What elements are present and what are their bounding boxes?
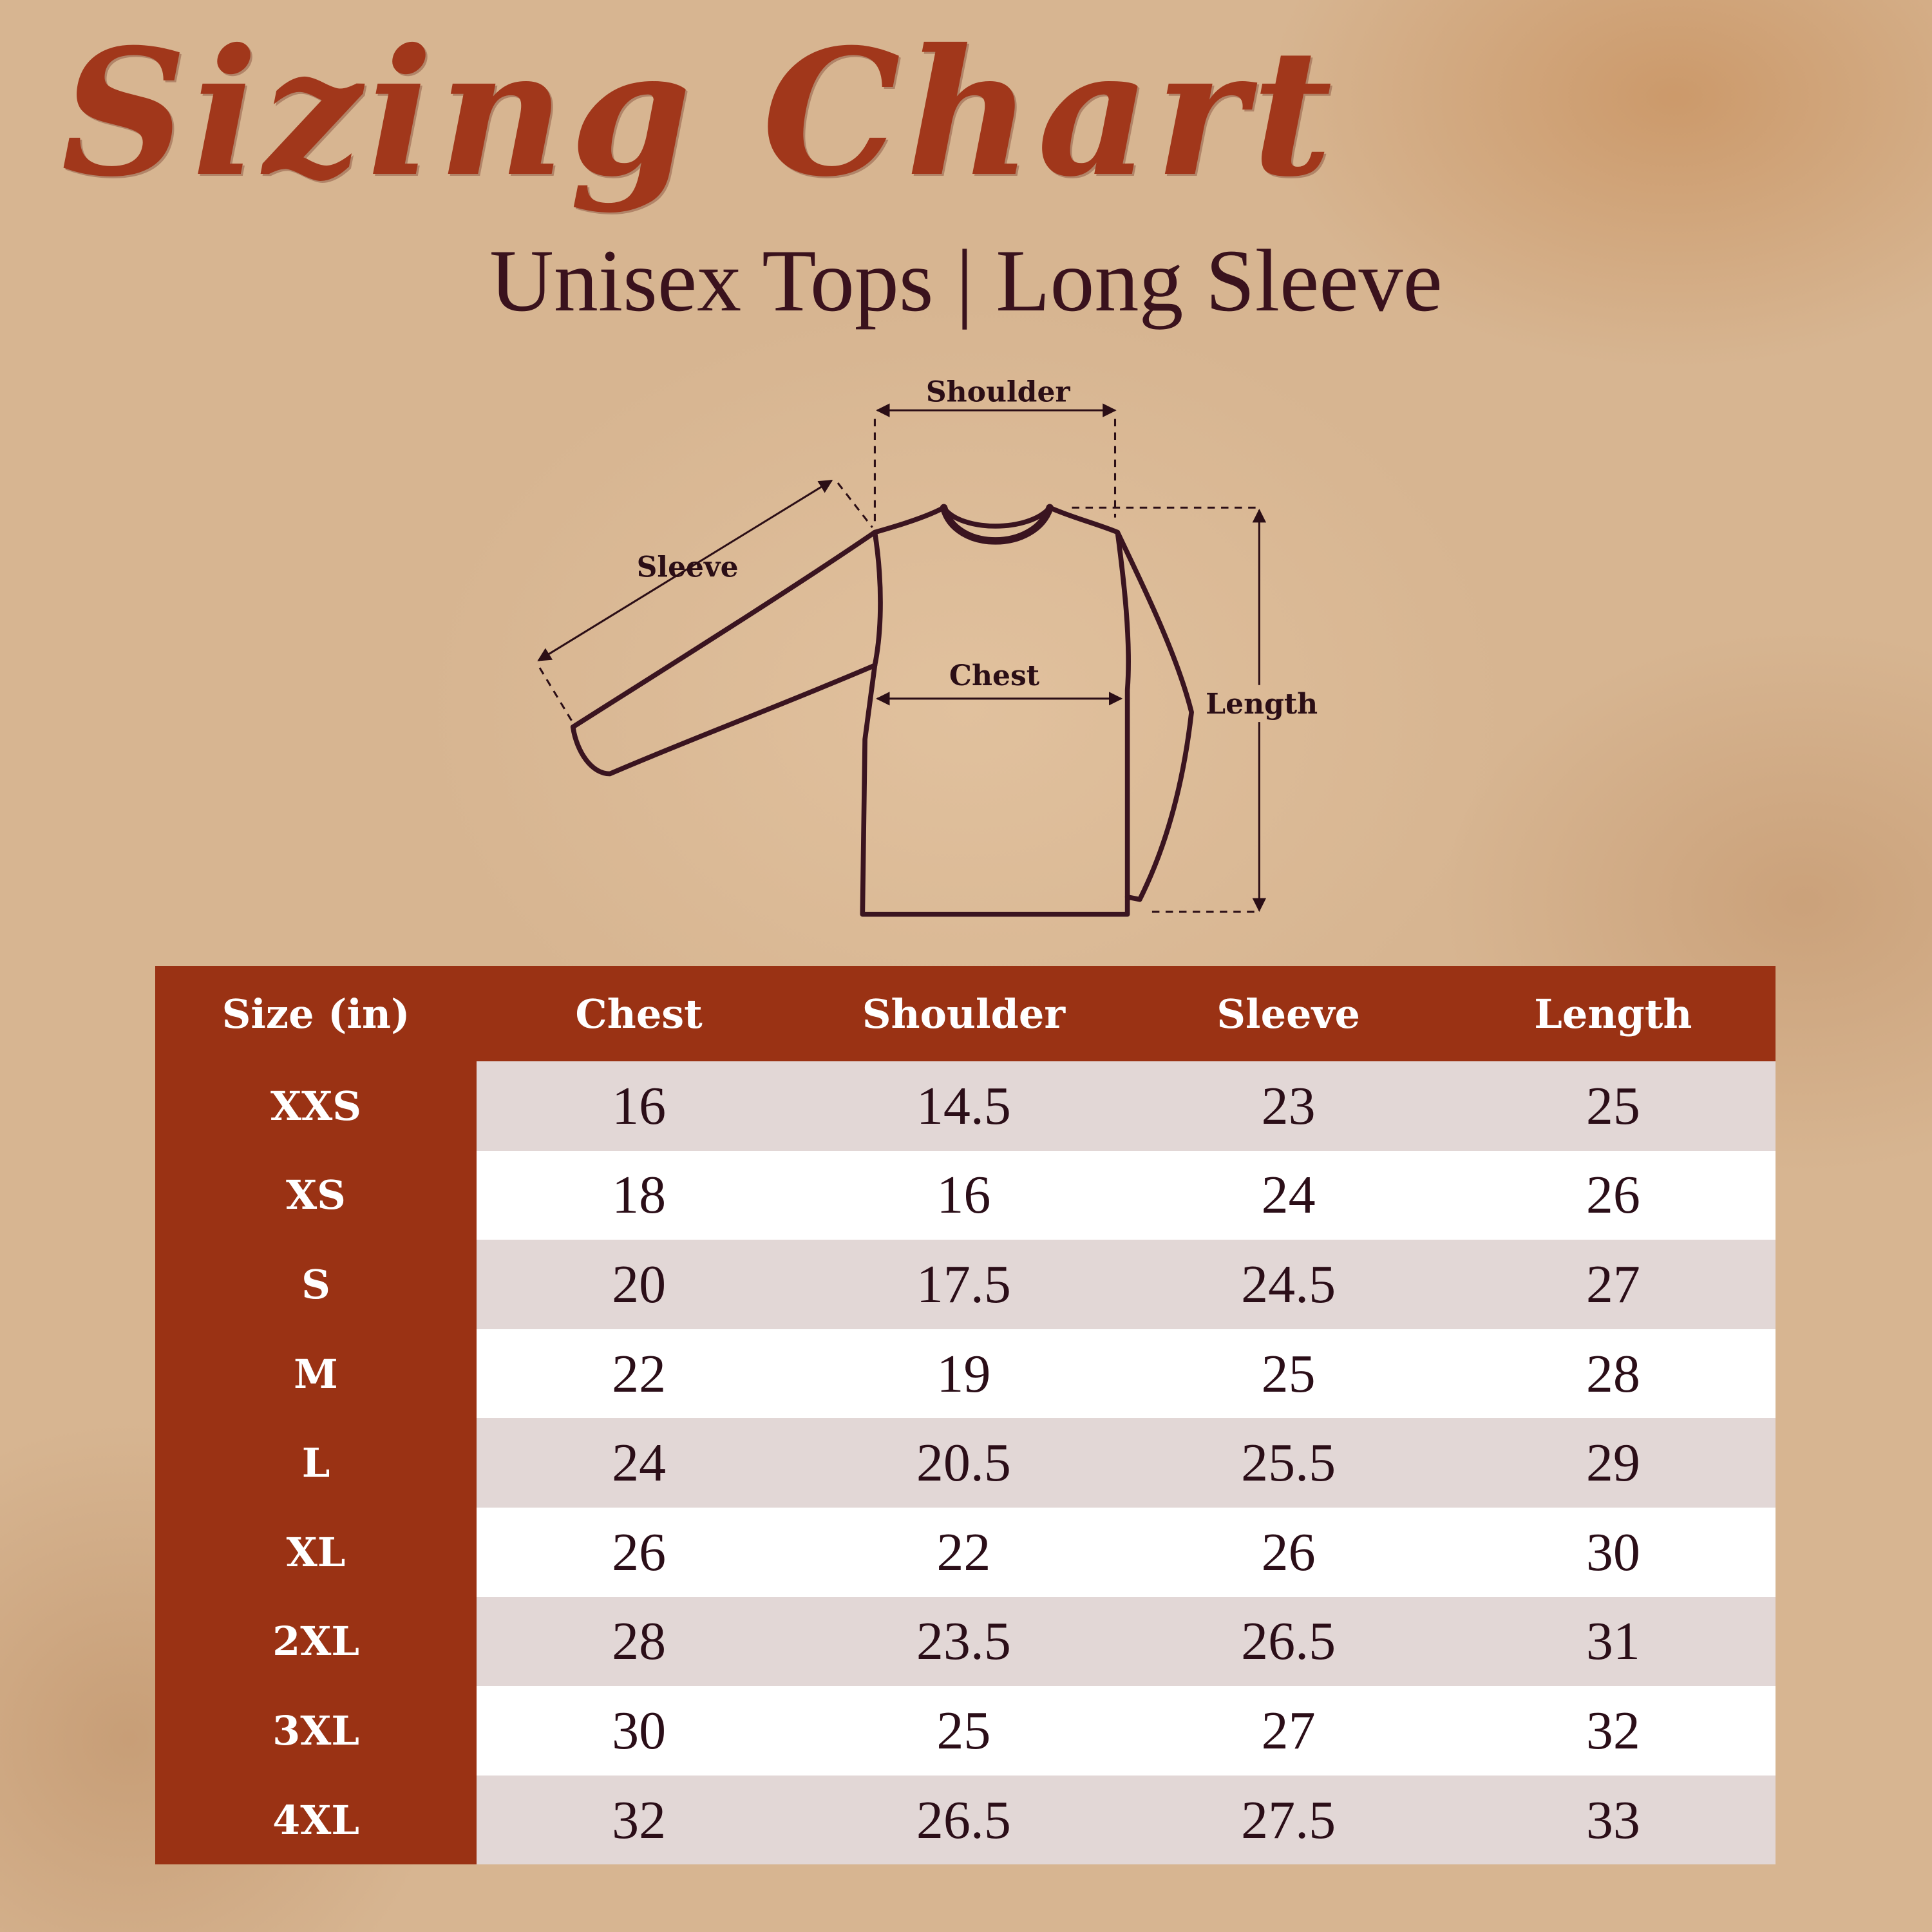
sleeve-label: Sleeve <box>637 551 739 583</box>
header-chest: Chest <box>477 966 802 1061</box>
cell-shoulder: 19 <box>801 1329 1126 1419</box>
cell-sleeve: 27.5 <box>1126 1775 1451 1865</box>
table-header-row: Size (in) Chest Shoulder Sleeve Length <box>155 966 1776 1061</box>
cell-sleeve: 25 <box>1126 1329 1451 1419</box>
cell-chest: 32 <box>477 1775 802 1865</box>
table-row: 4XL 32 26.5 27.5 33 <box>155 1775 1776 1865</box>
size-table: Size (in) Chest Shoulder Sleeve Length X… <box>155 966 1776 1865</box>
cell-size: S <box>155 1240 477 1329</box>
cell-length: 31 <box>1450 1596 1776 1687</box>
shoulder-label: Shoulder <box>926 376 1071 409</box>
chest-label: Chest <box>949 659 1040 692</box>
page-title: Sizing Chart <box>61 10 1338 215</box>
cell-size: XS <box>155 1150 477 1240</box>
cell-length: 28 <box>1450 1329 1776 1419</box>
table-row: XS 18 16 24 26 <box>155 1150 1776 1240</box>
cell-sleeve: 25.5 <box>1126 1418 1451 1508</box>
cell-shoulder: 23.5 <box>801 1596 1126 1687</box>
cell-sleeve: 24 <box>1126 1150 1451 1240</box>
cell-size: 4XL <box>155 1775 477 1865</box>
cell-size: L <box>155 1418 477 1508</box>
table-row: 3XL 30 25 27 32 <box>155 1686 1776 1776</box>
page-subtitle: Unisex Tops | Long Sleeve <box>489 231 1443 330</box>
measurement-guides <box>537 403 1267 913</box>
header-sleeve: Sleeve <box>1126 966 1451 1061</box>
table-row: 2XL 28 23.5 26.5 31 <box>155 1596 1776 1687</box>
length-label: Length <box>1206 688 1318 721</box>
cell-size: M <box>155 1329 477 1419</box>
cell-shoulder: 26.5 <box>801 1775 1126 1865</box>
cell-sleeve: 24.5 <box>1126 1240 1451 1329</box>
header-shoulder: Shoulder <box>801 966 1126 1061</box>
table-row: L 24 20.5 25.5 29 <box>155 1418 1776 1508</box>
cell-length: 29 <box>1450 1418 1776 1508</box>
header-length: Length <box>1450 966 1776 1061</box>
cell-shoulder: 22 <box>801 1507 1126 1597</box>
cell-shoulder: 17.5 <box>801 1240 1126 1329</box>
cell-chest: 18 <box>477 1150 802 1240</box>
cell-chest: 28 <box>477 1596 802 1687</box>
cell-length: 25 <box>1450 1061 1776 1151</box>
table-row: S 20 17.5 24.5 27 <box>155 1240 1776 1329</box>
cell-sleeve: 26.5 <box>1126 1596 1451 1687</box>
header-size: Size (in) <box>155 966 477 1061</box>
cell-chest: 20 <box>477 1240 802 1329</box>
cell-shoulder: 16 <box>801 1150 1126 1240</box>
sleeve-arrow <box>537 479 833 661</box>
cell-length: 33 <box>1450 1775 1776 1865</box>
cell-shoulder: 25 <box>801 1686 1126 1776</box>
cell-shoulder: 20.5 <box>801 1418 1126 1508</box>
cell-sleeve: 23 <box>1126 1061 1451 1151</box>
cell-chest: 26 <box>477 1507 802 1597</box>
cell-chest: 22 <box>477 1329 802 1419</box>
table-row: XXS 16 14.5 23 25 <box>155 1061 1776 1151</box>
cell-length: 30 <box>1450 1507 1776 1597</box>
cell-size: 2XL <box>155 1596 477 1687</box>
cell-shoulder: 14.5 <box>801 1061 1126 1151</box>
cell-size: 3XL <box>155 1686 477 1776</box>
cell-size: XXS <box>155 1061 477 1151</box>
cell-size: XL <box>155 1507 477 1597</box>
cell-sleeve: 26 <box>1126 1507 1451 1597</box>
cell-chest: 30 <box>477 1686 802 1776</box>
table-row: M 22 19 25 28 <box>155 1329 1776 1419</box>
table-row: XL 26 22 26 30 <box>155 1507 1776 1597</box>
cell-chest: 16 <box>477 1061 802 1151</box>
long-sleeve-shirt-icon <box>570 504 1194 917</box>
cell-length: 26 <box>1450 1150 1776 1240</box>
cell-chest: 24 <box>477 1418 802 1508</box>
cell-sleeve: 27 <box>1126 1686 1451 1776</box>
cell-length: 27 <box>1450 1240 1776 1329</box>
cell-length: 32 <box>1450 1686 1776 1776</box>
